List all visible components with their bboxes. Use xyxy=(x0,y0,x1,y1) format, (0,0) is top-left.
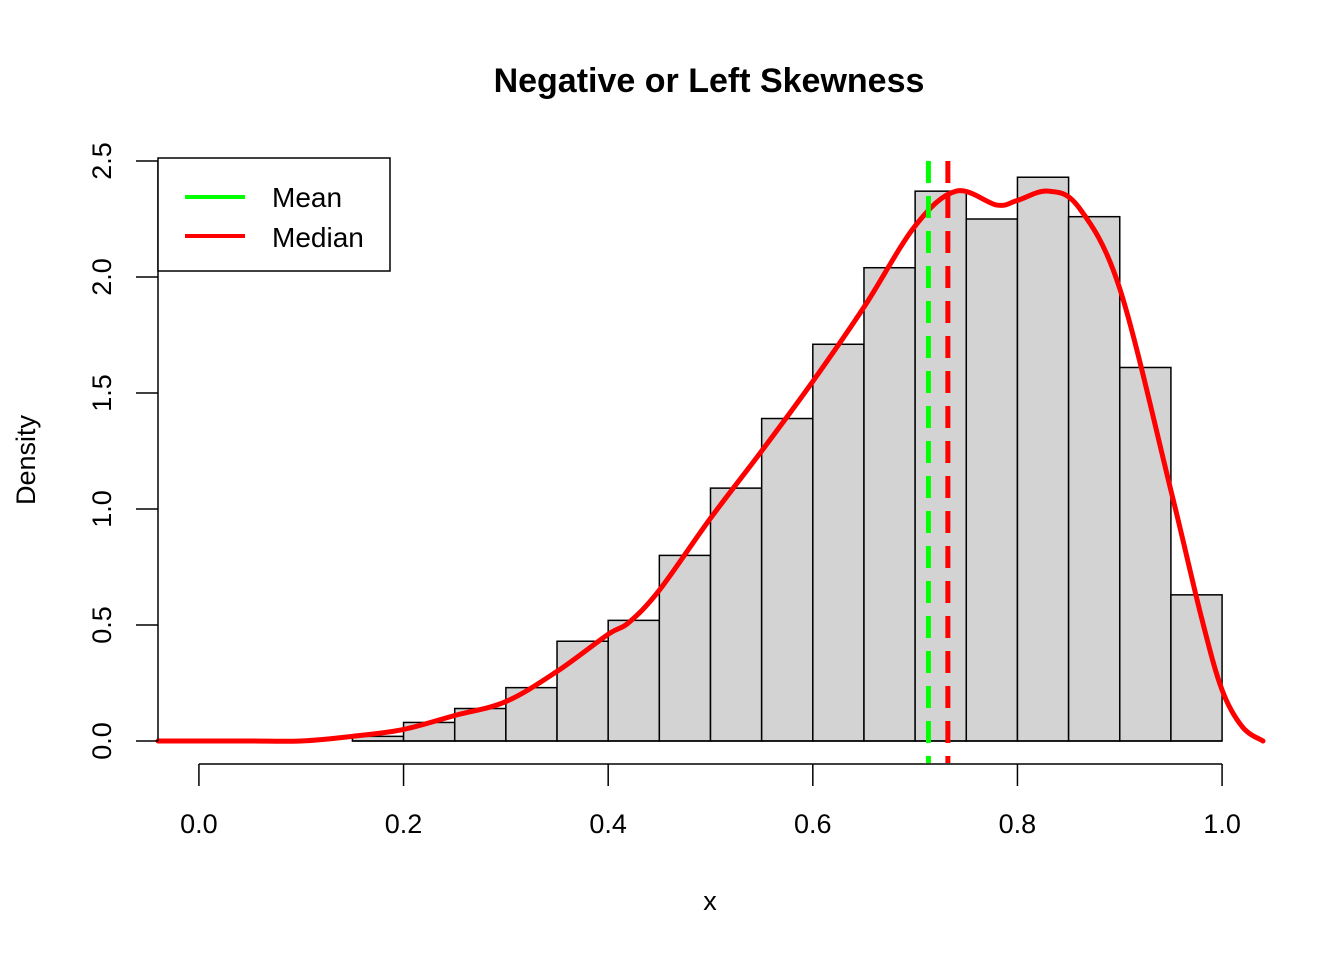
bars-group xyxy=(351,176,1223,742)
reference-lines-group xyxy=(925,161,951,763)
x-tick-label: 1.0 xyxy=(1203,809,1241,839)
x-axis: 0.0 0.2 0.4 0.6 0.8 1.0 xyxy=(180,763,1241,839)
histogram-bar xyxy=(1067,215,1121,742)
y-tick-label: 0.5 xyxy=(87,606,117,644)
y-tick-label: 2.0 xyxy=(87,258,117,296)
y-tick-label: 2.5 xyxy=(87,142,117,180)
density-curve-group xyxy=(155,188,1266,744)
y-axis: 0.0 0.5 1.0 1.5 2.0 2.5 xyxy=(87,142,159,760)
density-curve xyxy=(155,188,1266,744)
histogram-bar xyxy=(709,487,763,742)
histogram-bar xyxy=(914,190,968,742)
y-tick-label: 1.0 xyxy=(87,490,117,528)
y-tick-label: 1.5 xyxy=(87,374,117,412)
x-tick-label: 0.8 xyxy=(999,809,1037,839)
x-tick-label: 0.6 xyxy=(794,809,832,839)
y-tick-label: 0.0 xyxy=(87,722,117,760)
x-axis-label: x xyxy=(703,886,717,916)
histogram-bar xyxy=(863,266,916,742)
chart-title: Negative or Left Skewness xyxy=(494,62,925,100)
histogram-bar xyxy=(965,218,1019,742)
x-tick-label: 0.4 xyxy=(589,809,627,839)
histogram-bar xyxy=(812,343,865,742)
histogram-bar xyxy=(1119,366,1172,742)
legend: Mean Median xyxy=(157,157,391,272)
histogram-bar xyxy=(1016,176,1070,742)
y-axis-label: Density xyxy=(11,414,41,505)
x-tick-label: 0.0 xyxy=(180,809,218,839)
legend-mean-label: Mean xyxy=(272,182,342,213)
x-tick-label: 0.2 xyxy=(385,809,423,839)
legend-median-label: Median xyxy=(272,222,364,253)
legend-box xyxy=(157,157,391,272)
histogram-bar xyxy=(607,619,661,742)
histogram-bar xyxy=(760,417,814,742)
